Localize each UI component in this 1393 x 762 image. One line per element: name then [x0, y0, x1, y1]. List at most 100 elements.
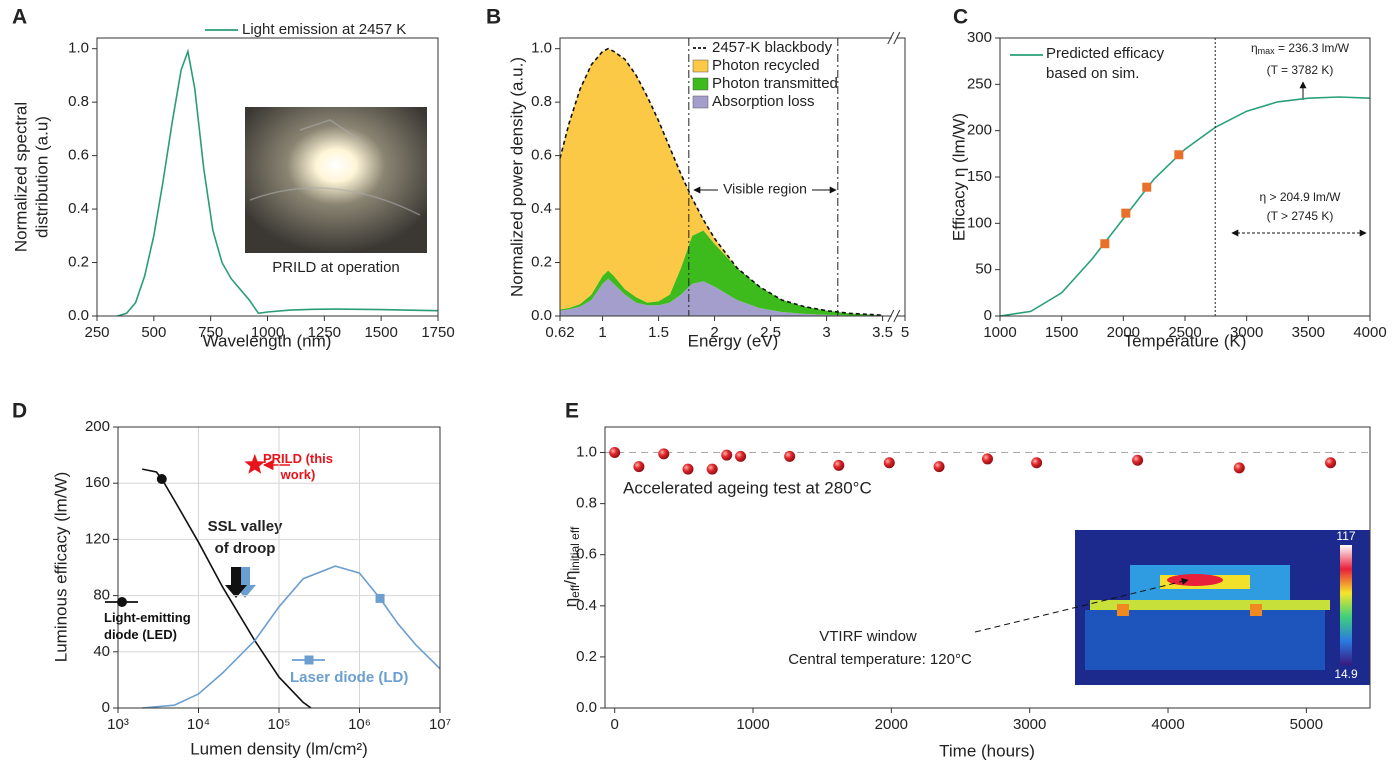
y-tick-label: 0.2	[68, 254, 89, 271]
y-tick-label: 0.6	[576, 546, 597, 563]
x-tick-label: 2500	[1168, 324, 1201, 341]
y-axis-label: Normalized spectral	[11, 102, 30, 252]
annotation: ηmax = 236.3 lm/W	[1251, 41, 1350, 56]
plot-frame	[604, 426, 1371, 709]
panel-label: D	[12, 400, 27, 423]
legend-label: PRILD (this work)	[262, 451, 334, 482]
annotation: (T > 2745 K)	[1267, 209, 1334, 223]
inset-photo-detail	[249, 119, 421, 216]
colorbar	[1340, 545, 1352, 665]
legend-label: 2457-K blackbody	[712, 39, 833, 56]
y-tick-label: 0.0	[68, 307, 89, 324]
x-tick-label: 10³	[107, 716, 129, 733]
x-axis-label: Lumen density (lm/cm²)	[190, 739, 368, 758]
x-tick-label: 2000	[875, 716, 908, 733]
inset-photo	[245, 107, 427, 253]
point	[735, 450, 747, 462]
annotation-part: η	[1251, 41, 1258, 55]
legend-label: Laser diode (LD)	[290, 669, 408, 686]
x-tick-label: 0	[611, 716, 619, 733]
point	[1132, 454, 1144, 466]
marker	[1121, 208, 1131, 218]
x-axis-label: Energy (eV)	[688, 331, 779, 350]
marker	[1142, 182, 1152, 192]
point	[982, 453, 993, 465]
point	[633, 461, 645, 473]
colorbar-label: 117	[1336, 529, 1355, 543]
y-axis-label: Efficacy η (lm/W)	[949, 113, 968, 241]
marker	[244, 453, 266, 474]
annotation-part: = 236.3 lm/W	[1275, 41, 1350, 55]
x-tick-label: 3	[822, 324, 830, 341]
y-tick-label: 80	[93, 587, 110, 604]
area	[560, 230, 883, 316]
line	[117, 48, 439, 317]
x-tick-label: 1000	[251, 324, 284, 341]
y-label-sub: initial eff	[568, 526, 582, 570]
legend-label: Photon transmitted	[712, 75, 838, 92]
point	[833, 459, 845, 471]
panel-label: B	[486, 6, 501, 29]
arrow-icon	[225, 567, 247, 598]
x-tick-label: 1250	[308, 324, 341, 341]
y-label-sub: eff	[568, 584, 582, 598]
y-tick-label: 200	[967, 122, 992, 139]
legend-label-box: PRILD (this work)	[262, 451, 334, 482]
point	[1233, 462, 1245, 474]
y-tick-label: 300	[967, 29, 992, 46]
point	[682, 463, 694, 475]
legend-label-box: Light-emitting diode (LED)	[104, 610, 191, 642]
point	[933, 461, 945, 473]
point	[1325, 457, 1337, 469]
panel-label: C	[953, 6, 968, 29]
x-tick-label: 5	[901, 324, 909, 341]
y-tick-label: 150	[967, 168, 992, 185]
x-axis-label: Wavelength (nm)	[203, 331, 332, 350]
y-axis-label: Normalized power density (a.u.)	[507, 57, 526, 297]
y-tick-label: 0	[984, 307, 992, 324]
legend-label: Absorption loss	[712, 93, 815, 110]
plot-frame	[559, 37, 906, 317]
y-tick-label: 250	[967, 75, 992, 92]
x-tick-label: 4000	[1353, 324, 1386, 341]
x-tick-label: 1.5	[648, 324, 669, 341]
x-tick-label: 1750	[421, 324, 454, 341]
x-tick-label: 10⁵	[268, 716, 291, 733]
axis-break	[891, 35, 897, 41]
annotation: of droop	[215, 540, 276, 557]
inset-thermal-detail	[1250, 604, 1262, 616]
point	[609, 447, 621, 459]
x-axis-label: Temperature (K)	[1124, 331, 1247, 350]
line	[559, 47, 883, 316]
legend-label-box: Predicted efficacy based on sim. VTIRF	[1046, 45, 1164, 88]
y-axis-label: ηeff/ηinitial eff	[561, 526, 582, 607]
legend-swatch	[692, 95, 709, 109]
y-tick-label: 0.2	[576, 648, 597, 665]
x-tick-label: 250	[84, 324, 109, 341]
y-tick-label: 200	[85, 418, 110, 435]
y-tick-label: 0.8	[68, 93, 89, 110]
x-tick-label: 750	[198, 324, 223, 341]
x-tick-label: 3000	[1013, 716, 1046, 733]
y-tick-label: 0	[102, 699, 110, 716]
y-label-part: η	[561, 598, 580, 607]
x-tick-label: 5000	[1290, 716, 1323, 733]
x-tick-label: 0.62	[545, 324, 574, 341]
x-tick-label: 10⁷	[429, 716, 451, 733]
inset-thermal-detail	[1117, 604, 1129, 616]
x-tick-label: 500	[141, 324, 166, 341]
x-tick-label: 1000	[983, 324, 1016, 341]
y-tick-label: 1.0	[68, 40, 89, 57]
annotation: Visible region	[723, 181, 807, 197]
x-tick-label: 3500	[1292, 324, 1325, 341]
point	[706, 463, 718, 475]
line	[999, 96, 1371, 317]
y-tick-label: 160	[85, 474, 110, 491]
x-axis-label: Time (hours)	[939, 741, 1035, 760]
y-tick-label: 1.0	[576, 444, 597, 461]
marker	[1100, 239, 1110, 249]
y-tick-label: 0.4	[68, 200, 89, 217]
point	[721, 449, 733, 461]
y-tick-label: 0.4	[576, 597, 597, 614]
